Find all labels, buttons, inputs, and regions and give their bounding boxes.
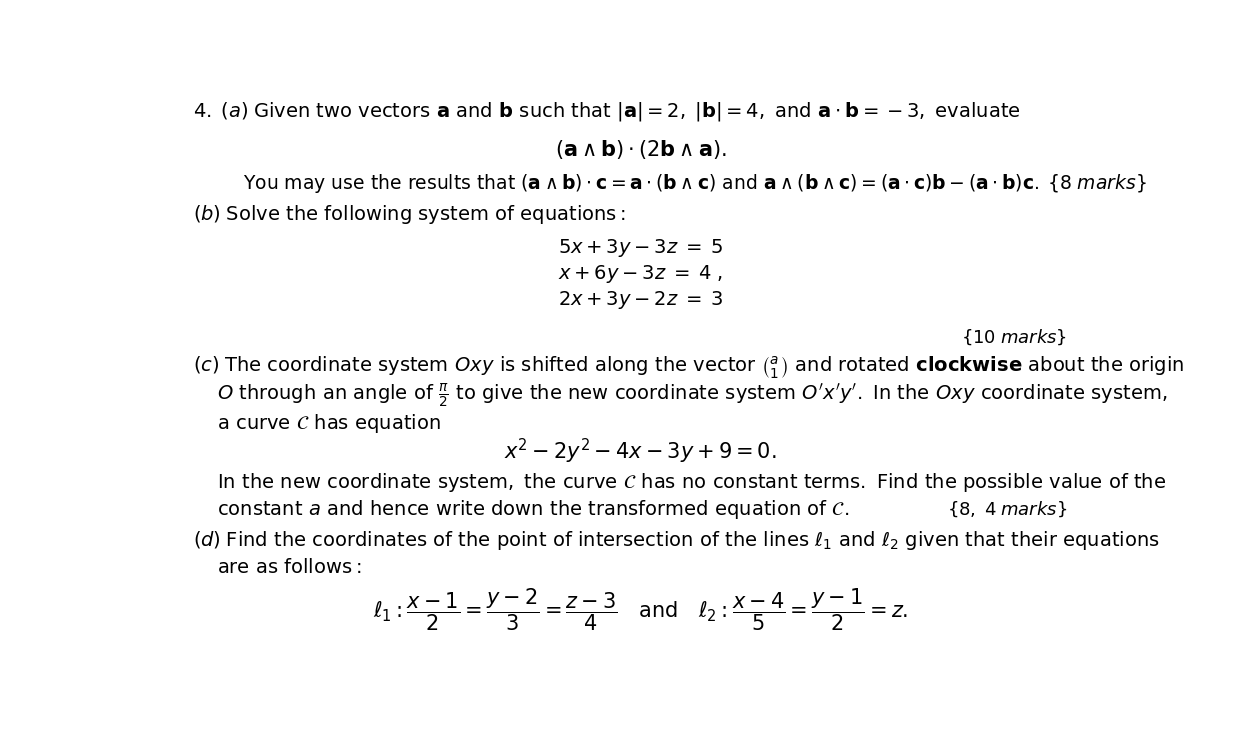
Text: $\mathrm{a\ curve\ }\mathcal{C}\mathrm{\ has\ equation}$: $\mathrm{a\ curve\ }\mathcal{C}\mathrm{\… (217, 412, 441, 435)
Text: $5x+3y-3z\;=\;5$: $5x+3y-3z\;=\;5$ (558, 237, 724, 259)
Text: $(d)\;\mathrm{Find\ the\ coordinates\ of\ the\ point\ of\ intersection\ of\ the\: $(d)\;\mathrm{Find\ the\ coordinates\ of… (192, 529, 1160, 552)
Text: $x^2-2y^2-4x-3y+9=0.$: $x^2-2y^2-4x-3y+9=0.$ (504, 437, 778, 467)
Text: $(c)\;\mathrm{The\ coordinate\ system\ }Oxy\mathrm{\ is\ shifted\ along\ the\ ve: $(c)\;\mathrm{The\ coordinate\ system\ }… (192, 354, 1185, 381)
Text: $2x+3y-2z\;=\;3$: $2x+3y-2z\;=\;3$ (558, 289, 724, 310)
Text: $\mathrm{In\ the\ new\ coordinate\ system,\ the\ curve\ }\mathcal{C}\mathrm{\ ha: $\mathrm{In\ the\ new\ coordinate\ syste… (217, 472, 1166, 495)
Text: $(\mathbf{a}\wedge\mathbf{b})\cdot(2\mathbf{b}\wedge\mathbf{a}).$: $(\mathbf{a}\wedge\mathbf{b})\cdot(2\mat… (555, 138, 726, 161)
Text: $O\mathrm{\ through\ an\ angle\ of\ }\frac{\pi}{2}\mathrm{\ to\ give\ the\ new\ : $O\mathrm{\ through\ an\ angle\ of\ }\fr… (217, 382, 1168, 410)
Text: $\{10\;\mathit{marks}\}$: $\{10\;\mathit{marks}\}$ (961, 327, 1068, 347)
Text: $\mathrm{are\ as\ follows:}$: $\mathrm{are\ as\ follows:}$ (217, 559, 361, 578)
Text: $\ell_1:\dfrac{x-1}{2}=\dfrac{y-2}{3}=\dfrac{z-3}{4}\quad\mathrm{and}\quad\ell_2: $\ell_1:\dfrac{x-1}{2}=\dfrac{y-2}{3}=\d… (372, 586, 909, 632)
Text: $x+6y-3z\;=\;4\;,$: $x+6y-3z\;=\;4\;,$ (559, 263, 722, 285)
Text: $(b)\;\mathrm{Solve\ the\ following\ system\ of\ equations:}$: $(b)\;\mathrm{Solve\ the\ following\ sys… (192, 203, 626, 226)
Text: $\mathrm{constant\ }a\mathrm{\ and\ hence\ write\ down\ the\ transformed\ equati: $\mathrm{constant\ }a\mathrm{\ and\ henc… (217, 498, 850, 521)
Text: $\{8,\;4\;\mathit{marks}\}$: $\{8,\;4\;\mathit{marks}\}$ (946, 500, 1068, 520)
Text: $\mathrm{You\ may\ use\ the\ results\ that\ }(\mathbf{a}\wedge\mathbf{b})\cdot\m: $\mathrm{You\ may\ use\ the\ results\ th… (244, 172, 1148, 195)
Text: $4.\;(a)\;\mathrm{Given\ two\ vectors\ }\mathbf{a}\mathrm{\ and\ }\mathbf{b}\mat: $4.\;(a)\;\mathrm{Given\ two\ vectors\ }… (192, 99, 1021, 122)
